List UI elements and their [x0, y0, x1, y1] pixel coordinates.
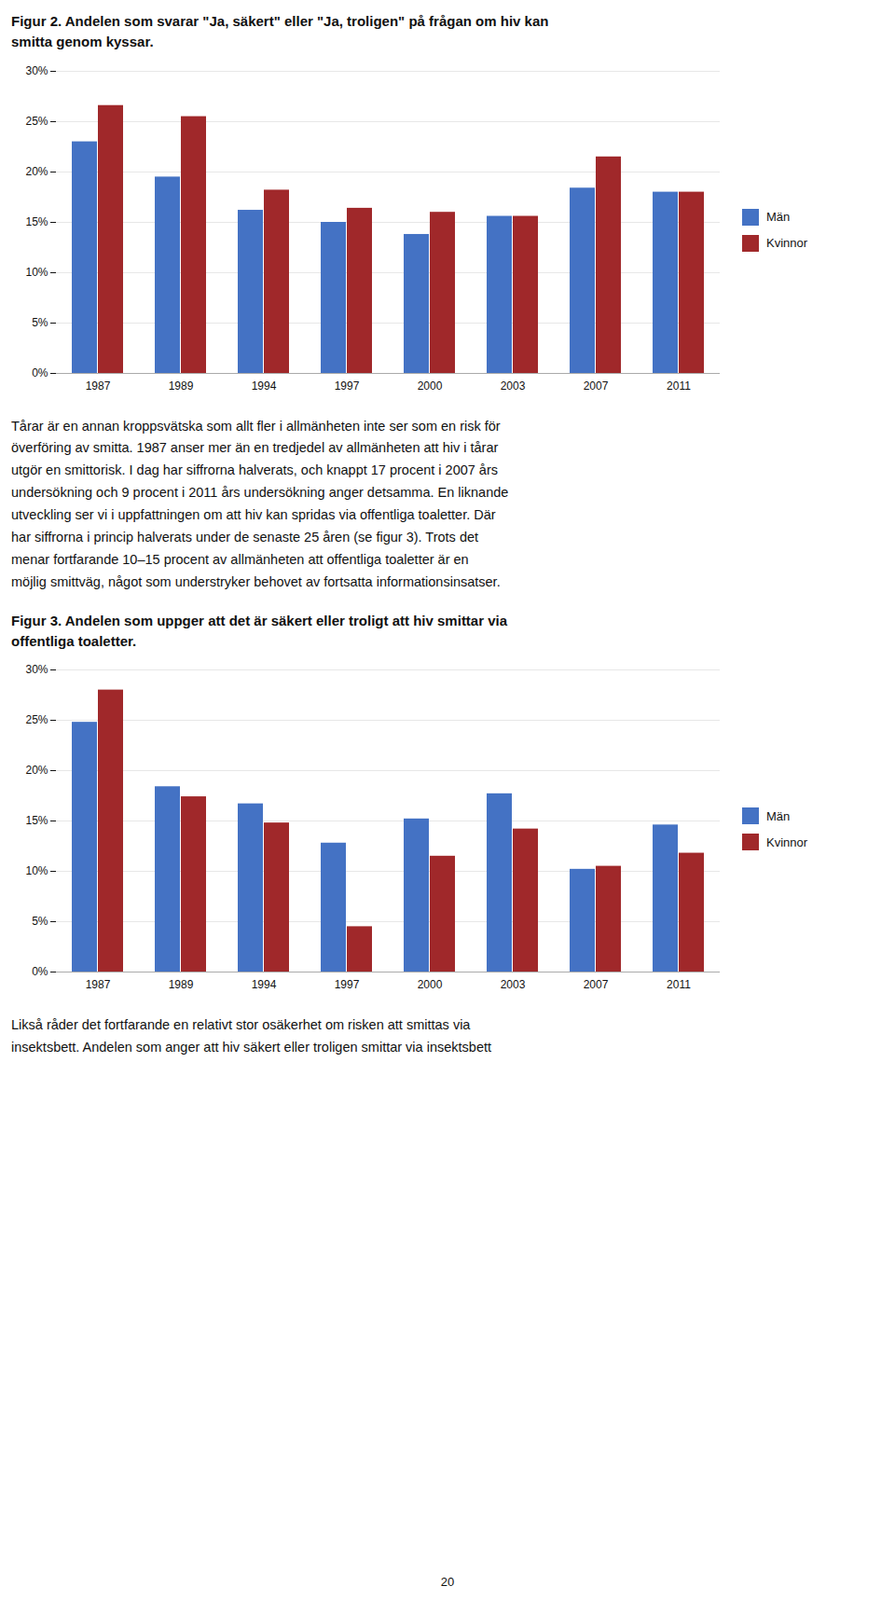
svg-text:1989: 1989: [168, 379, 194, 393]
html-text:smitta genom kyssar.: smitta genom kyssar.: [11, 33, 154, 50]
svg-text:10%: 10%: [25, 865, 48, 879]
svg-text:20%: 20%: [25, 764, 48, 778]
html-text:Män: Män: [766, 209, 790, 224]
svg-text:0%: 0%: [31, 366, 49, 380]
html-text:Tårar är en annan kroppsvätska: Tårar är en annan kroppsvätska som allt …: [11, 418, 501, 434]
svg-text:2011: 2011: [666, 977, 691, 992]
svg-text:1987: 1987: [85, 379, 111, 393]
svg-text:2003: 2003: [500, 379, 526, 393]
svg-text:2007: 2007: [583, 977, 609, 992]
svg-text:2007: 2007: [583, 379, 609, 393]
svg-text:25%: 25%: [25, 714, 48, 728]
html-text:överföring av smitta. 1987 ans: överföring av smitta. 1987 anser mer än …: [11, 440, 499, 456]
html-text:Kvinnor: Kvinnor: [766, 835, 808, 850]
html-text:undersökning och 9 procent i 2: undersökning och 9 procent i 2011 års un…: [11, 485, 509, 500]
html-text:Figur 2. Andelen som svarar "J: Figur 2. Andelen som svarar "Ja, säkert"…: [11, 13, 549, 29]
svg-text:10%: 10%: [25, 265, 48, 279]
html-text:20: 20: [440, 1574, 455, 1589]
svg-text:25%: 25%: [25, 114, 48, 128]
svg-text:15%: 15%: [25, 814, 48, 828]
svg-text:2000: 2000: [417, 977, 443, 992]
html-text:utgör en smittorisk. I dag har: utgör en smittorisk. I dag har siffrorna…: [11, 462, 498, 478]
svg-text:1997: 1997: [334, 379, 360, 393]
html-text:utveckling ser vi i uppfattnin: utveckling ser vi i uppfattningen om att…: [11, 507, 496, 523]
svg-text:15%: 15%: [25, 215, 48, 229]
svg-text:1994: 1994: [251, 379, 277, 393]
svg-text:1989: 1989: [168, 977, 194, 992]
svg-text:2003: 2003: [500, 977, 526, 992]
svg-text:5%: 5%: [31, 316, 49, 330]
html-text:Figur 3. Andelen som uppger at: Figur 3. Andelen som uppger att det är s…: [11, 612, 508, 629]
html-text:menar fortfarande 10–15 procen: menar fortfarande 10–15 procent av allmä…: [11, 551, 469, 567]
svg-text:1997: 1997: [334, 977, 360, 992]
html-text:offentliga toaletter.: offentliga toaletter.: [11, 632, 137, 649]
html-text:insektsbett. Andelen som anger: insektsbett. Andelen som anger att hiv s…: [11, 1039, 492, 1055]
svg-text:2011: 2011: [666, 379, 691, 393]
html-text:Likså råder det fortfarande en: Likså råder det fortfarande en relativt …: [11, 1017, 471, 1033]
html-text:Män: Män: [766, 809, 790, 824]
svg-text:5%: 5%: [31, 915, 49, 929]
svg-text:1994: 1994: [251, 977, 277, 992]
html-text:har siffrorna i princip halver: har siffrorna i princip halverats under …: [11, 529, 479, 545]
svg-text:30%: 30%: [25, 64, 48, 78]
html-text:möjlig smittväg, något som und: möjlig smittväg, något som understryker …: [11, 574, 501, 590]
html-text:Kvinnor: Kvinnor: [766, 235, 808, 250]
svg-text:20%: 20%: [25, 165, 48, 179]
svg-text:0%: 0%: [31, 965, 49, 979]
svg-text:30%: 30%: [25, 663, 48, 677]
svg-text:1987: 1987: [85, 977, 111, 992]
svg-text:2000: 2000: [417, 379, 443, 393]
